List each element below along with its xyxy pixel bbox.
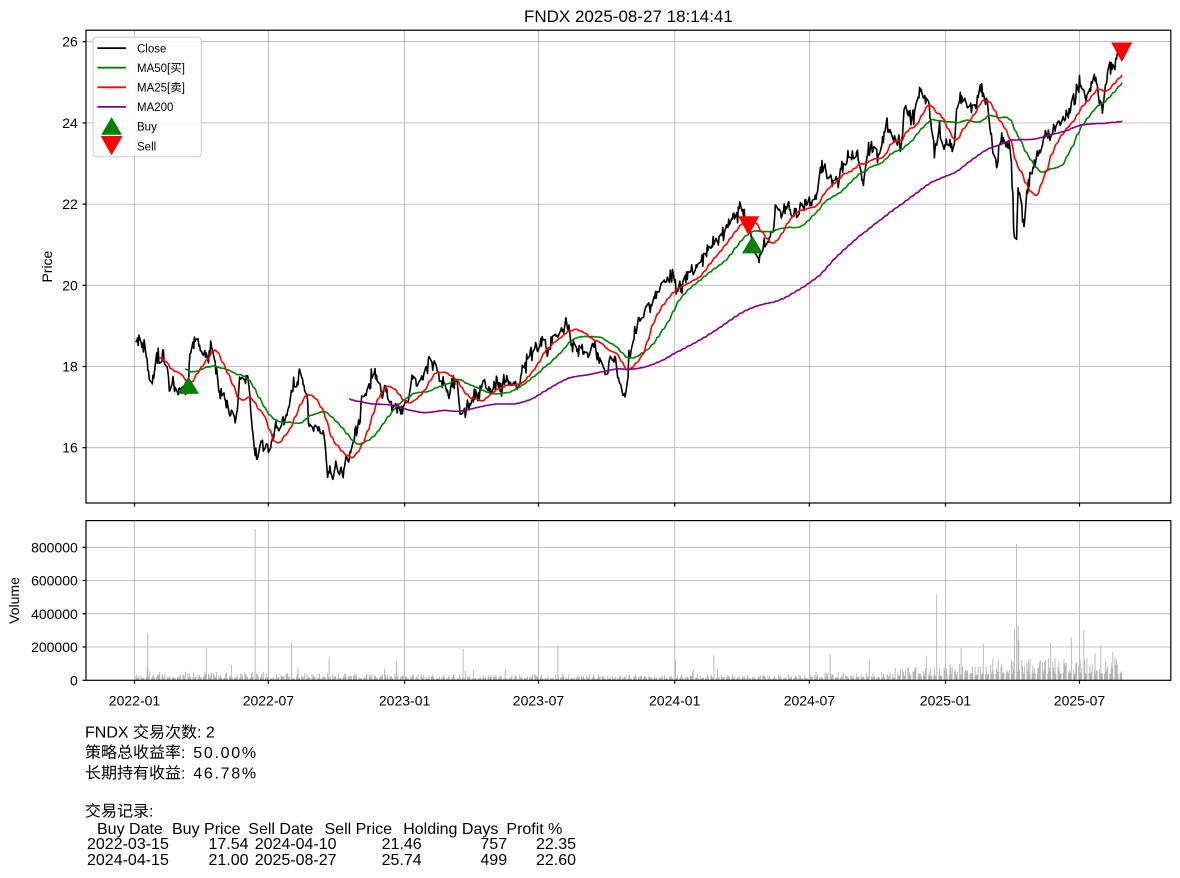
svg-text:FNDX 2025-08-27 18:14:41: FNDX 2025-08-27 18:14:41 (524, 7, 733, 26)
svg-text:800000: 800000 (31, 539, 78, 555)
svg-text::: : (149, 804, 153, 821)
svg-text:22: 22 (62, 196, 78, 212)
svg-text:26: 26 (62, 34, 78, 50)
svg-text:757: 757 (480, 836, 507, 853)
svg-text:200000: 200000 (31, 639, 78, 655)
svg-text:20: 20 (62, 277, 78, 293)
svg-text:: 50.00%: : 50.00% (181, 745, 258, 762)
svg-text:MA25[: MA25[ (137, 83, 171, 95)
svg-text:18: 18 (62, 359, 78, 375)
svg-text:17.54: 17.54 (209, 836, 249, 853)
svg-text:: 46.78%: : 46.78% (181, 765, 258, 782)
svg-text:22.60: 22.60 (536, 852, 576, 869)
svg-text:]: ] (182, 63, 185, 75)
svg-text:Price: Price (39, 250, 55, 282)
svg-text:: 2: : 2 (197, 725, 215, 742)
svg-text:]: ] (182, 83, 185, 95)
svg-text:Profit %: Profit % (506, 821, 562, 838)
svg-text:16: 16 (62, 440, 78, 456)
svg-text:Sell Price: Sell Price (325, 821, 393, 838)
svg-text:Holding Days: Holding Days (403, 821, 498, 838)
svg-text:Buy Price: Buy Price (172, 821, 241, 838)
svg-text:Close: Close (137, 43, 166, 55)
svg-text:Volume: Volume (6, 577, 22, 624)
svg-text:600000: 600000 (31, 573, 78, 589)
svg-text:2022-07: 2022-07 (243, 692, 295, 708)
svg-text:FNDX: FNDX (85, 725, 129, 742)
svg-text:2024-04-15: 2024-04-15 (87, 852, 169, 869)
svg-text:MA200: MA200 (137, 102, 173, 114)
svg-text:2023-07: 2023-07 (513, 692, 565, 708)
svg-text:2023-01: 2023-01 (379, 692, 431, 708)
svg-text:0: 0 (70, 672, 78, 688)
svg-text:2024-04-10: 2024-04-10 (255, 836, 337, 853)
svg-text:2022-03-15: 2022-03-15 (87, 836, 169, 853)
svg-text:2025-08-27: 2025-08-27 (255, 852, 337, 869)
svg-text:2024-01: 2024-01 (649, 692, 701, 708)
svg-text:400000: 400000 (31, 606, 78, 622)
svg-text:Sell Date: Sell Date (248, 821, 313, 838)
svg-text:21.00: 21.00 (209, 852, 249, 869)
svg-text:Buy Date: Buy Date (97, 821, 163, 838)
svg-text:MA50[: MA50[ (137, 63, 171, 75)
svg-text:2025-01: 2025-01 (920, 692, 972, 708)
svg-text:Sell: Sell (137, 141, 156, 153)
svg-text:2025-07: 2025-07 (1054, 692, 1106, 708)
svg-text:499: 499 (480, 852, 507, 869)
svg-text:21.46: 21.46 (382, 836, 422, 853)
svg-text:2024-07: 2024-07 (784, 692, 836, 708)
svg-text:Buy: Buy (137, 122, 157, 134)
svg-text:25.74: 25.74 (382, 852, 422, 869)
svg-text:24: 24 (62, 115, 78, 131)
svg-text:2022-01: 2022-01 (109, 692, 161, 708)
svg-text:22.35: 22.35 (536, 836, 576, 853)
